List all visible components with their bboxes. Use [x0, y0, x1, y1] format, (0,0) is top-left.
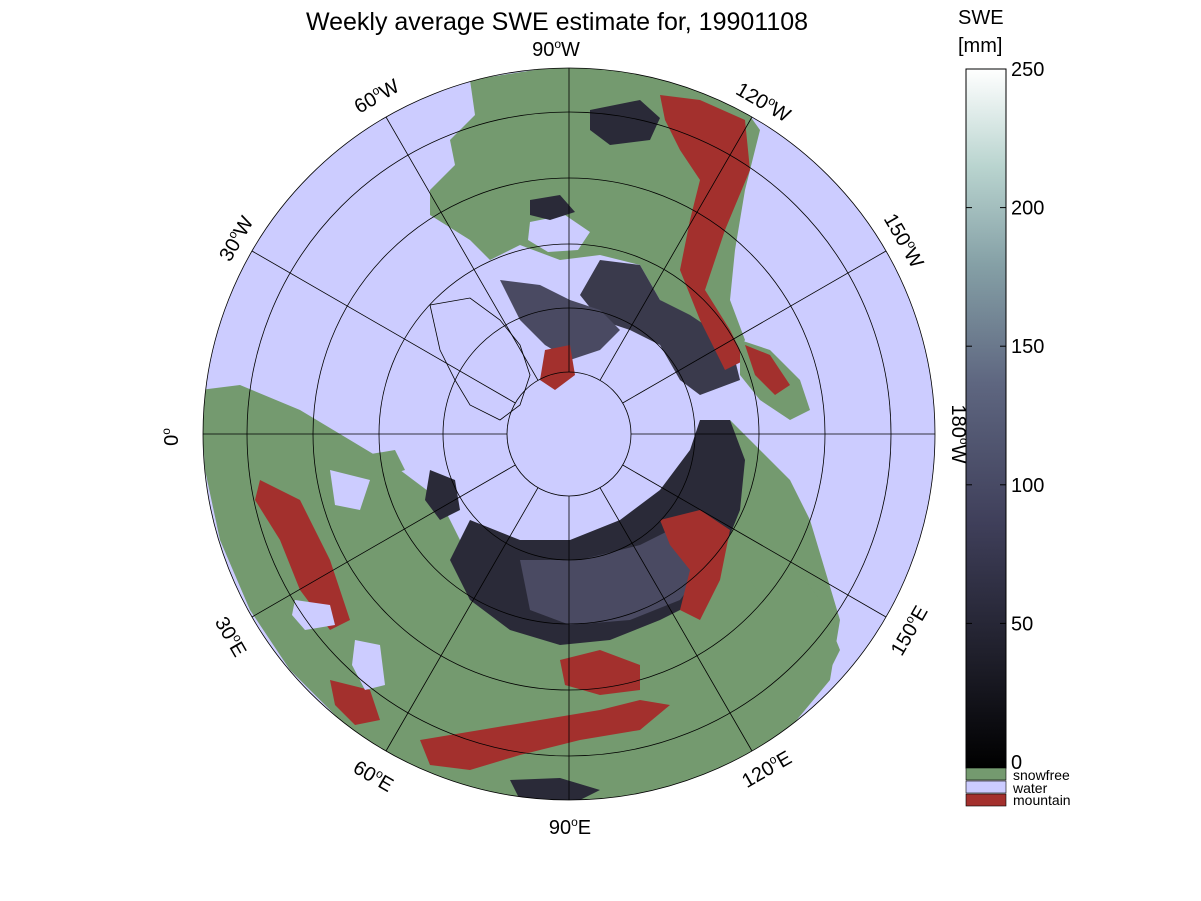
meridian-line [599, 116, 753, 381]
lon-label-90w: 90oW [532, 37, 580, 61]
colorbar-gradient [965, 68, 1007, 769]
snow-scandinavia [425, 470, 460, 520]
colorbar: SWE [mm] 0 50 100 150 200 250 [958, 7, 1044, 774]
lon-label-0: 0o [159, 428, 183, 446]
map-title: Weekly average SWE estimate for, 1990110… [306, 8, 808, 36]
mountain-europe [255, 480, 350, 630]
lon-label-90e: 90oE [549, 815, 591, 839]
colorbar-ticks: 0 50 100 150 200 250 [966, 59, 1044, 774]
land-arctic-archipelago [500, 280, 620, 360]
meridian-line [385, 487, 539, 752]
polar-map [203, 68, 935, 800]
meridian-line [622, 464, 887, 618]
lon-label-60e: 60oE [349, 755, 398, 797]
land-greenland [429, 297, 531, 421]
colorbar-title: SWE [958, 7, 1004, 29]
legend-swatch-water [965, 780, 1007, 794]
meridian-line [251, 464, 516, 618]
lon-label-150e: 150oE [885, 601, 932, 659]
meridian-lines [203, 68, 935, 800]
legend-swatch-snowfree [965, 767, 1007, 781]
mountain-baffin [540, 345, 575, 390]
legend-label-water: water [1012, 780, 1048, 796]
snow-canada-patch2 [530, 195, 575, 220]
legend-label-mountain: mountain [1013, 792, 1071, 808]
water-caspian [352, 640, 385, 690]
colorbar-tick-label: 0 [1011, 752, 1022, 774]
category-legend: snowfree water mountain [965, 767, 1071, 808]
meridian-line [599, 487, 753, 752]
legend-label-snowfree: snowfree [1013, 767, 1070, 783]
lon-label-180w: 180oW [947, 405, 971, 464]
colorbar-tick-label: 150 [1011, 336, 1044, 358]
water-hudson-bay [528, 215, 590, 252]
mountain-altai [560, 650, 640, 695]
colorbar-tick-label: 100 [1011, 475, 1044, 497]
legend-swatch-mountain [965, 793, 1007, 807]
water-baltic [330, 470, 370, 510]
lon-label-30e: 30oE [210, 612, 252, 661]
mountain-alaska [745, 345, 790, 395]
meridian-line [251, 250, 516, 404]
mountain-east-siberia [660, 510, 730, 620]
mountain-rockies [660, 95, 750, 370]
meridian-line [385, 116, 539, 381]
colorbar-tick-label: 200 [1011, 198, 1044, 220]
water-black-sea [292, 600, 335, 630]
land-iceland [362, 450, 405, 478]
snow-canada-north [580, 260, 740, 395]
snow-canada-patch [590, 100, 660, 145]
colorbar-tick-label: 250 [1011, 59, 1044, 81]
colorbar-units: [mm] [958, 35, 1002, 57]
land-far-east [750, 540, 840, 690]
meridian-line [622, 250, 887, 404]
mountain-caucasus [330, 680, 380, 725]
colorbar-tick-label: 50 [1011, 613, 1033, 635]
mountain-himalaya [420, 700, 670, 770]
snow-siberia-mid [520, 520, 710, 625]
